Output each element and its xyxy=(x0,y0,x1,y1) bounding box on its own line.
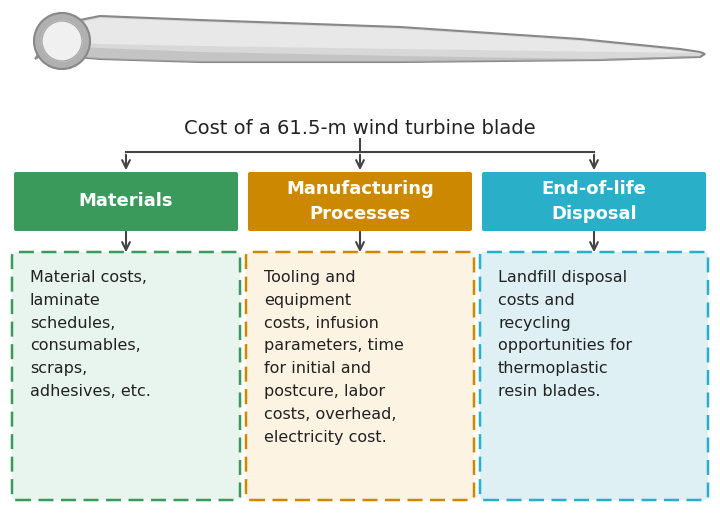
Circle shape xyxy=(34,13,90,69)
Text: Tooling and
equipment
costs, infusion
parameters, time
for initial and
postcure,: Tooling and equipment costs, infusion pa… xyxy=(264,270,404,445)
FancyBboxPatch shape xyxy=(14,172,238,231)
Text: Cost of a 61.5-m wind turbine blade: Cost of a 61.5-m wind turbine blade xyxy=(184,119,536,138)
FancyBboxPatch shape xyxy=(482,172,706,231)
Polygon shape xyxy=(65,18,700,53)
Text: Material costs,
laminate
schedules,
consumables,
scraps,
adhesives, etc.: Material costs, laminate schedules, cons… xyxy=(30,270,151,399)
FancyBboxPatch shape xyxy=(248,172,472,231)
FancyBboxPatch shape xyxy=(12,252,240,500)
Text: Manufacturing
Processes: Manufacturing Processes xyxy=(286,180,434,223)
Circle shape xyxy=(42,21,82,61)
FancyBboxPatch shape xyxy=(246,252,474,500)
FancyBboxPatch shape xyxy=(480,252,708,500)
Text: End-of-life
Disposal: End-of-life Disposal xyxy=(541,180,647,223)
Polygon shape xyxy=(35,16,705,62)
Text: Materials: Materials xyxy=(78,193,174,211)
Text: Landfill disposal
costs and
recycling
opportunities for
thermoplastic
resin blad: Landfill disposal costs and recycling op… xyxy=(498,270,632,399)
Polygon shape xyxy=(65,46,700,62)
